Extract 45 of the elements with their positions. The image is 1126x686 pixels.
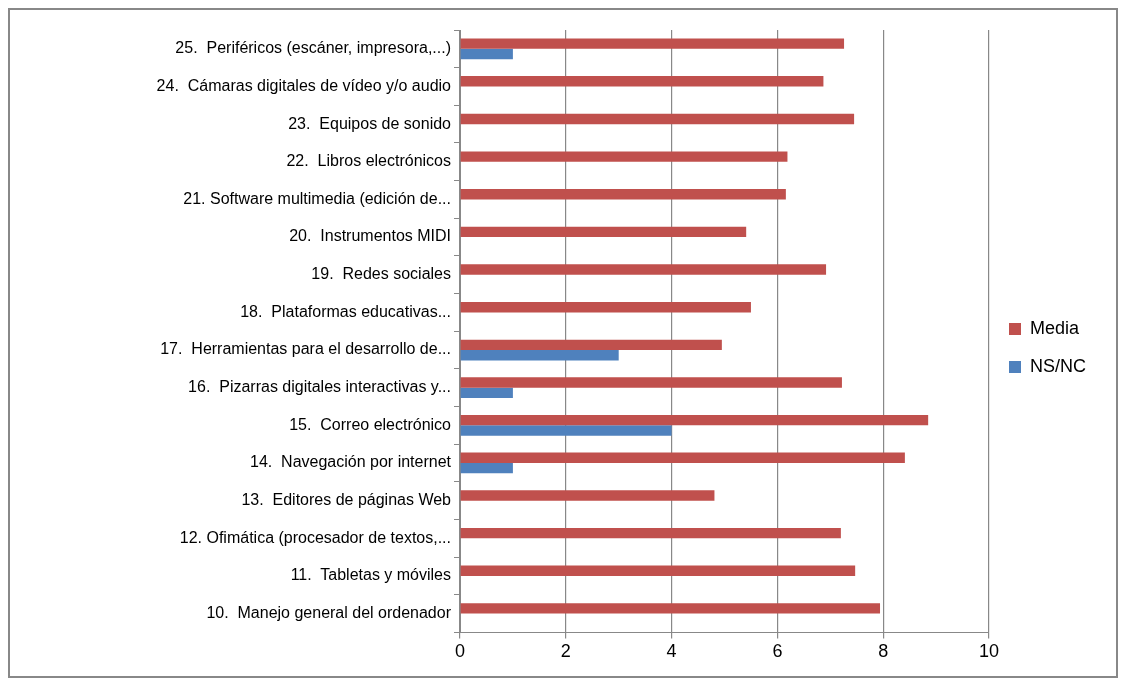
bar [460,377,842,388]
bar [460,452,905,463]
bar [460,76,824,87]
y-tick-label: 13. Editores de páginas Web [241,491,452,509]
bar [460,527,841,539]
bar [460,425,672,436]
bar [460,38,845,49]
bar [460,339,722,351]
y-tick-label: 22. Libros electrónicos [286,152,451,170]
y-tick-label: 10. Manejo general del ordenador [206,603,452,621]
x-tick-label: 0 [454,641,466,662]
x-tick-label: 8 [878,641,889,662]
y-tick-label: 15. Correo electrónico [289,415,452,433]
bar [460,603,881,614]
bar [460,302,751,313]
bar [460,414,929,426]
y-tick-label: 23. Equipos de sonido [288,114,452,132]
y-tick-label: 16. Pizarras digitales interactivas y... [188,378,451,396]
y-tick-label: 20. Instrumentos MIDI [289,227,451,245]
bar [460,462,513,474]
y-tick-label: 14. Navegación por internet [249,453,452,471]
x-tick-label: 6 [772,641,783,662]
y-tick-label: 25. Periféricos (escáner, impresora,...) [175,39,451,57]
bar [460,189,786,200]
y-tick-label: 12. Ofimática (procesador de textos,... [179,528,451,546]
bar [460,48,513,60]
bar [460,226,747,238]
legend-label: NS/NC [1030,355,1087,376]
bar [460,113,855,125]
legend-label: Media [1030,317,1081,338]
y-tick-label: 19. Redes sociales [311,265,451,283]
bar [460,350,619,361]
x-tick-label: 10 [978,641,1000,662]
y-tick-label: 18. Plataformas educativas... [240,302,451,320]
y-tick-label: 11. Tabletas y móviles [290,566,451,584]
bar [460,151,788,162]
x-tick-label: 4 [666,641,677,662]
bar [460,565,856,576]
bar [460,387,513,399]
bar [460,264,827,275]
bar [460,490,715,501]
y-tick-label: 17. Herramientas para el desarrollo de... [160,340,451,358]
y-tick-label: 21. Software multimedia (edición de... [183,189,451,207]
x-tick-label: 2 [560,641,571,662]
y-tick-label: 24. Cámaras digitales de vídeo y/o audio [156,76,452,94]
